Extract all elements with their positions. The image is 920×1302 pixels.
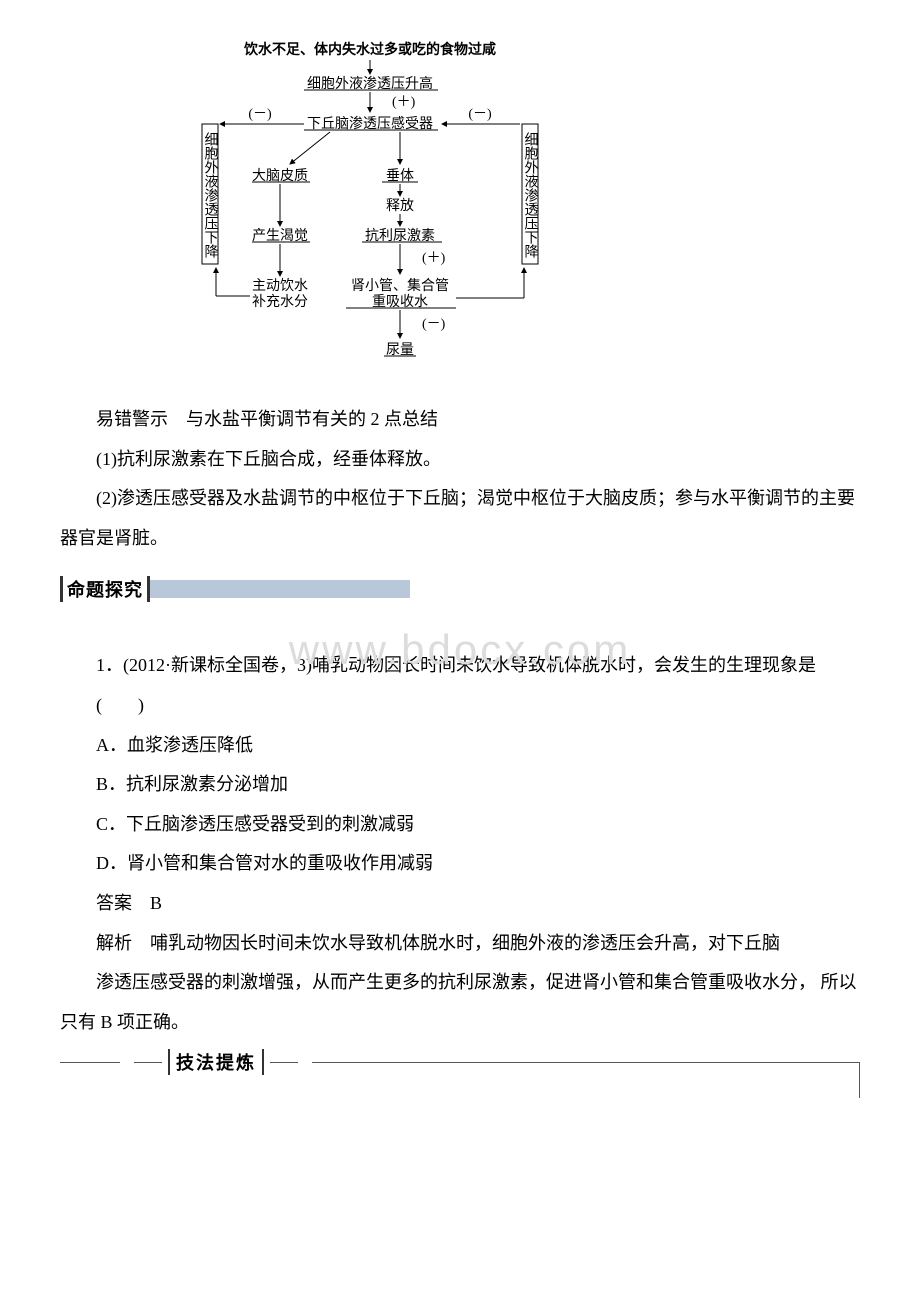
choice-a: A．血浆渗透压降低 xyxy=(60,726,860,766)
choice-d: D．肾小管和集合管对水的重吸收作用减弱 xyxy=(60,844,860,884)
point-2: (2)渗透压感受器及水盐调节的中枢位于下丘脑；渴觉中枢位于大脑皮质；参与水平衡调… xyxy=(60,479,860,558)
point-1: (1)抗利尿激素在下丘脑合成，经垂体释放。 xyxy=(60,440,860,480)
section-heading-bar xyxy=(150,580,410,598)
technique-label-wrap: 技法提炼 xyxy=(120,1049,312,1075)
answer-line: 答案 B xyxy=(60,884,860,924)
answer-label: 答案 xyxy=(96,893,132,913)
question-1-parentheses: ( ) xyxy=(60,686,860,726)
edge-minus-left: (－) xyxy=(248,107,272,122)
node-hypothalamus-receptor: 下丘脑渗透压感受器 xyxy=(307,115,433,132)
section-heading-text: 命题探究 xyxy=(60,576,150,602)
document-page: 饮水不足、体内失水过多或吃的食物过咸 细胞外液渗透压升高 (＋) 下丘脑渗透压感… xyxy=(0,0,920,1118)
explain-line-2: 渗透压感受器的刺激增强，从而产生更多的抗利尿激素，促进肾小管和集合管重吸收水分，… xyxy=(60,963,860,1042)
diagram-container: 饮水不足、体内失水过多或吃的食物过咸 细胞外液渗透压升高 (＋) 下丘脑渗透压感… xyxy=(60,40,860,370)
node-tubule: 肾小管、集合管 xyxy=(351,277,449,294)
warning-heading: 易错警示 与水盐平衡调节有关的 2 点总结 xyxy=(60,400,860,440)
technique-box: 技法提炼 xyxy=(60,1062,860,1098)
node-drink: 主动饮水 xyxy=(252,278,308,294)
edge-plus-2: (＋) xyxy=(422,251,446,266)
diagram-title: 饮水不足、体内失水过多或吃的食物过咸 xyxy=(243,41,496,58)
explain-label: 解析 xyxy=(96,933,132,953)
question-1-stem: 1．(2012·新课标全国卷，3)哺乳动物因长时间未饮水导致机体脱水时，会发生的… xyxy=(60,646,860,686)
node-adh: 抗利尿激素 xyxy=(365,227,435,244)
explain-line-1: 解析 哺乳动物因长时间未饮水导致机体脱水时，细胞外液的渗透压会升高，对下丘脑 xyxy=(60,924,860,964)
answer-value: B xyxy=(150,893,162,913)
choice-c: C．下丘脑渗透压感受器受到的刺激减弱 xyxy=(60,805,860,845)
edge-minus-urine: (－) xyxy=(422,317,446,332)
choices: A．血浆渗透压降低 B．抗利尿激素分泌增加 C．下丘脑渗透压感受器受到的刺激减弱… xyxy=(60,726,860,884)
section-heading-banner: 命题探究 xyxy=(60,576,860,602)
node-pressure-rise: 细胞外液渗透压升高 xyxy=(307,75,433,92)
technique-label: 技法提炼 xyxy=(168,1049,264,1075)
dash-right xyxy=(270,1062,298,1063)
regulation-flowchart: 饮水不足、体内失水过多或吃的食物过咸 细胞外液渗透压升高 (＋) 下丘脑渗透压感… xyxy=(160,40,580,370)
dash-left xyxy=(134,1062,162,1063)
edge-minus-right: (－) xyxy=(468,107,492,122)
explain-text-a: 哺乳动物因长时间未饮水导致机体脱水时，细胞外液的渗透压会升高，对下丘脑 xyxy=(150,933,780,953)
node-supplement: 补充水分 xyxy=(252,294,308,310)
left-column-text: 细胞外液渗透压下降 xyxy=(203,132,219,258)
edge-plus-1: (＋) xyxy=(392,95,416,110)
node-release: 释放 xyxy=(386,198,414,214)
right-column-text: 细胞外液渗透压下降 xyxy=(523,132,539,258)
choice-b: B．抗利尿激素分泌增加 xyxy=(60,765,860,805)
